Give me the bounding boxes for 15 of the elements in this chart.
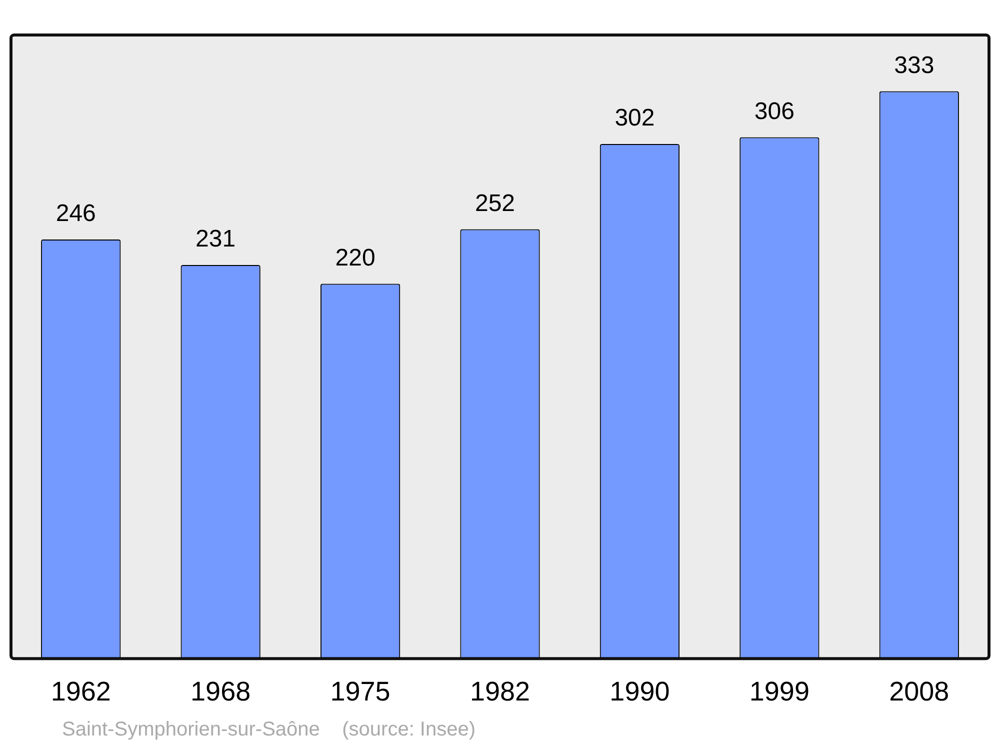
x-tick-label: 1968 <box>190 676 251 706</box>
data-label: 252 <box>474 190 516 217</box>
x-tick-label: 1975 <box>330 676 390 706</box>
data-label: 333 <box>894 52 934 79</box>
data-label: 231 <box>196 226 236 253</box>
data-label: 220 <box>335 244 376 272</box>
data-label: 302 <box>614 104 655 132</box>
x-tick-label: 1962 <box>50 676 111 706</box>
text: Saint-Symphorien-sur-Saône (source: Insee) <box>62 718 476 741</box>
x-tick-label: 1999 <box>749 676 810 706</box>
x-tick-label: 2008 <box>889 676 950 706</box>
x-tick-label: 1990 <box>610 676 670 706</box>
x-tick-label: 1982 <box>470 676 530 706</box>
data-label: 306 <box>754 98 794 125</box>
data-label: 246 <box>56 200 96 228</box>
